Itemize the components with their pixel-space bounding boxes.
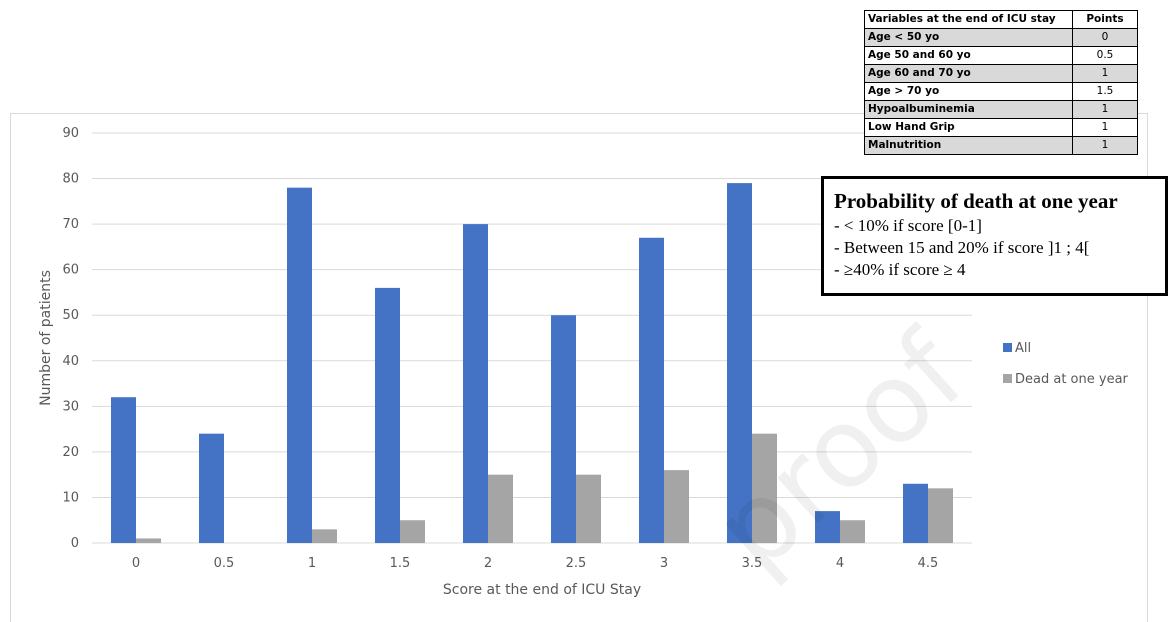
variable-cell: Age 60 and 70 yo	[864, 64, 1073, 83]
bar-all	[287, 187, 312, 543]
x-tick-label: 0	[132, 556, 140, 571]
points-cell: 0.5	[1072, 46, 1138, 65]
death-probability-title: Probability of death at one year	[834, 189, 1118, 213]
table-row: Age < 50 yo 0	[864, 28, 1138, 47]
y-tick-label: 10	[62, 490, 79, 505]
table-row: Age 60 and 70 yo 1	[864, 64, 1138, 83]
points-cell: 1	[1072, 136, 1138, 155]
bar-dead	[400, 520, 425, 543]
points-cell: 1	[1072, 118, 1138, 137]
bar-dead	[312, 529, 337, 543]
x-tick-label: 2.5	[566, 556, 587, 571]
x-tick-label: 1.5	[390, 556, 411, 571]
variable-cell: Age < 50 yo	[864, 28, 1073, 47]
table-row: Malnutrition 1	[864, 136, 1138, 155]
bar-dead	[928, 488, 953, 543]
y-tick-label: 50	[62, 308, 79, 323]
y-tick-label: 40	[62, 354, 79, 369]
variable-cell: Low Hand Grip	[864, 118, 1073, 137]
bar-all	[727, 183, 752, 543]
legend-label: All	[1015, 341, 1031, 356]
x-tick-label: 0.5	[214, 556, 235, 571]
table-row: Low Hand Grip 1	[864, 118, 1138, 137]
x-tick-label: 1	[308, 556, 316, 571]
x-axis-title: Score at the end of ICU Stay	[443, 582, 641, 598]
bar-all	[199, 433, 224, 543]
x-tick-label: 3	[660, 556, 668, 571]
table-row: Age 50 and 60 yo 0.5	[864, 46, 1138, 65]
y-tick-label: 90	[62, 126, 79, 141]
chart-frame	[10, 113, 1148, 622]
points-header: Points	[1072, 10, 1138, 29]
variable-cell: Age 50 and 60 yo	[864, 46, 1073, 65]
y-tick-label: 20	[62, 445, 79, 460]
death-probability-line: - < 10% if score [0-1]	[834, 216, 982, 235]
y-tick-label: 0	[71, 536, 79, 551]
x-tick-label: 4.5	[918, 556, 939, 571]
bar-dead	[752, 433, 777, 543]
bar-all	[903, 483, 928, 543]
bar-all	[639, 237, 664, 543]
y-tick-label: 60	[62, 263, 79, 278]
y-axis-title: Number of patients	[38, 270, 54, 406]
legend-swatch	[1003, 343, 1012, 352]
bar-all	[375, 287, 400, 543]
table-row: Age > 70 yo 1.5	[864, 82, 1138, 101]
death-probability-line: - Between 15 and 20% if score ]1 ; 4[	[834, 238, 1090, 257]
bar-all	[551, 315, 576, 543]
bar-dead	[576, 474, 601, 543]
bar-dead	[488, 474, 513, 543]
score-table-header: Variables at the end of ICU stay Points	[864, 10, 1138, 29]
points-cell: 1.5	[1072, 82, 1138, 101]
bar-all	[815, 511, 840, 543]
bar-all	[111, 397, 136, 543]
bar-dead	[664, 470, 689, 543]
x-tick-label: 4	[836, 556, 844, 571]
bar-all	[463, 224, 488, 543]
variable-cell: Malnutrition	[864, 136, 1073, 155]
variable-cell: Age > 70 yo	[864, 82, 1073, 101]
x-tick-label: 3.5	[742, 556, 763, 571]
y-tick-label: 70	[62, 217, 79, 232]
points-cell: 1	[1072, 100, 1138, 119]
legend-swatch	[1003, 374, 1012, 383]
y-tick-label: 80	[62, 172, 79, 187]
legend-label: Dead at one year	[1015, 372, 1129, 387]
death-probability-line: - ≥40% if score ≥ 4	[834, 260, 966, 279]
points-cell: 1	[1072, 64, 1138, 83]
bar-dead	[840, 520, 865, 543]
variable-cell: Hypoalbuminemia	[864, 100, 1073, 119]
variables-header: Variables at the end of ICU stay	[864, 10, 1073, 29]
bar-dead	[136, 538, 161, 543]
death-probability-box: Probability of death at one year - < 10%…	[821, 176, 1168, 296]
table-row: Hypoalbuminemia 1	[864, 100, 1138, 119]
x-tick-label: 2	[484, 556, 492, 571]
score-table: Variables at the end of ICU stay Points …	[864, 10, 1138, 155]
y-tick-label: 30	[62, 399, 79, 414]
points-cell: 0	[1072, 28, 1138, 47]
